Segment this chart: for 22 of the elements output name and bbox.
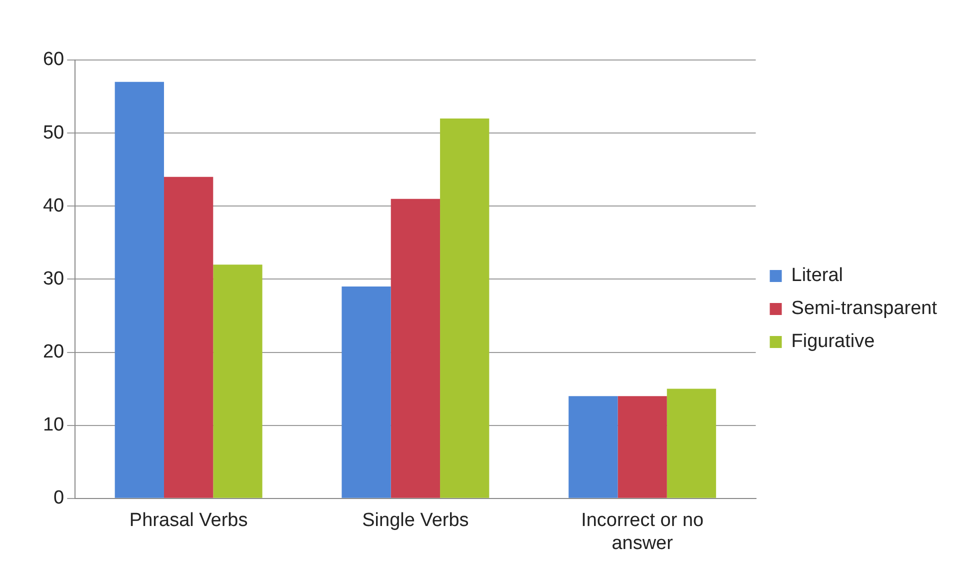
bar	[390, 198, 440, 498]
y-tick-label: 60	[42, 49, 64, 70]
bar	[618, 396, 667, 498]
bar	[568, 396, 618, 498]
bar	[213, 264, 262, 498]
bar	[666, 388, 716, 498]
x-tick-label: Single Verbs	[362, 510, 469, 532]
y-tick-label: 30	[42, 268, 64, 290]
bar	[342, 286, 391, 498]
y-tick-label: 20	[42, 342, 64, 362]
bar	[114, 82, 164, 498]
x-tick-label: Phrasal Verbs	[129, 510, 248, 532]
y-tick-label: 50	[42, 122, 64, 144]
x-tick-label: Incorrect or no answer	[581, 510, 704, 554]
y-tick-label: 10	[42, 414, 64, 436]
y-tick-label: 0	[54, 488, 64, 509]
bar	[440, 118, 490, 498]
legend-label: Literal	[791, 265, 844, 286]
legend-label: Semi-transparent	[791, 298, 938, 320]
y-tick-label: 40	[42, 195, 64, 216]
legend-label: Figurative	[791, 331, 875, 352]
bar	[164, 176, 214, 498]
